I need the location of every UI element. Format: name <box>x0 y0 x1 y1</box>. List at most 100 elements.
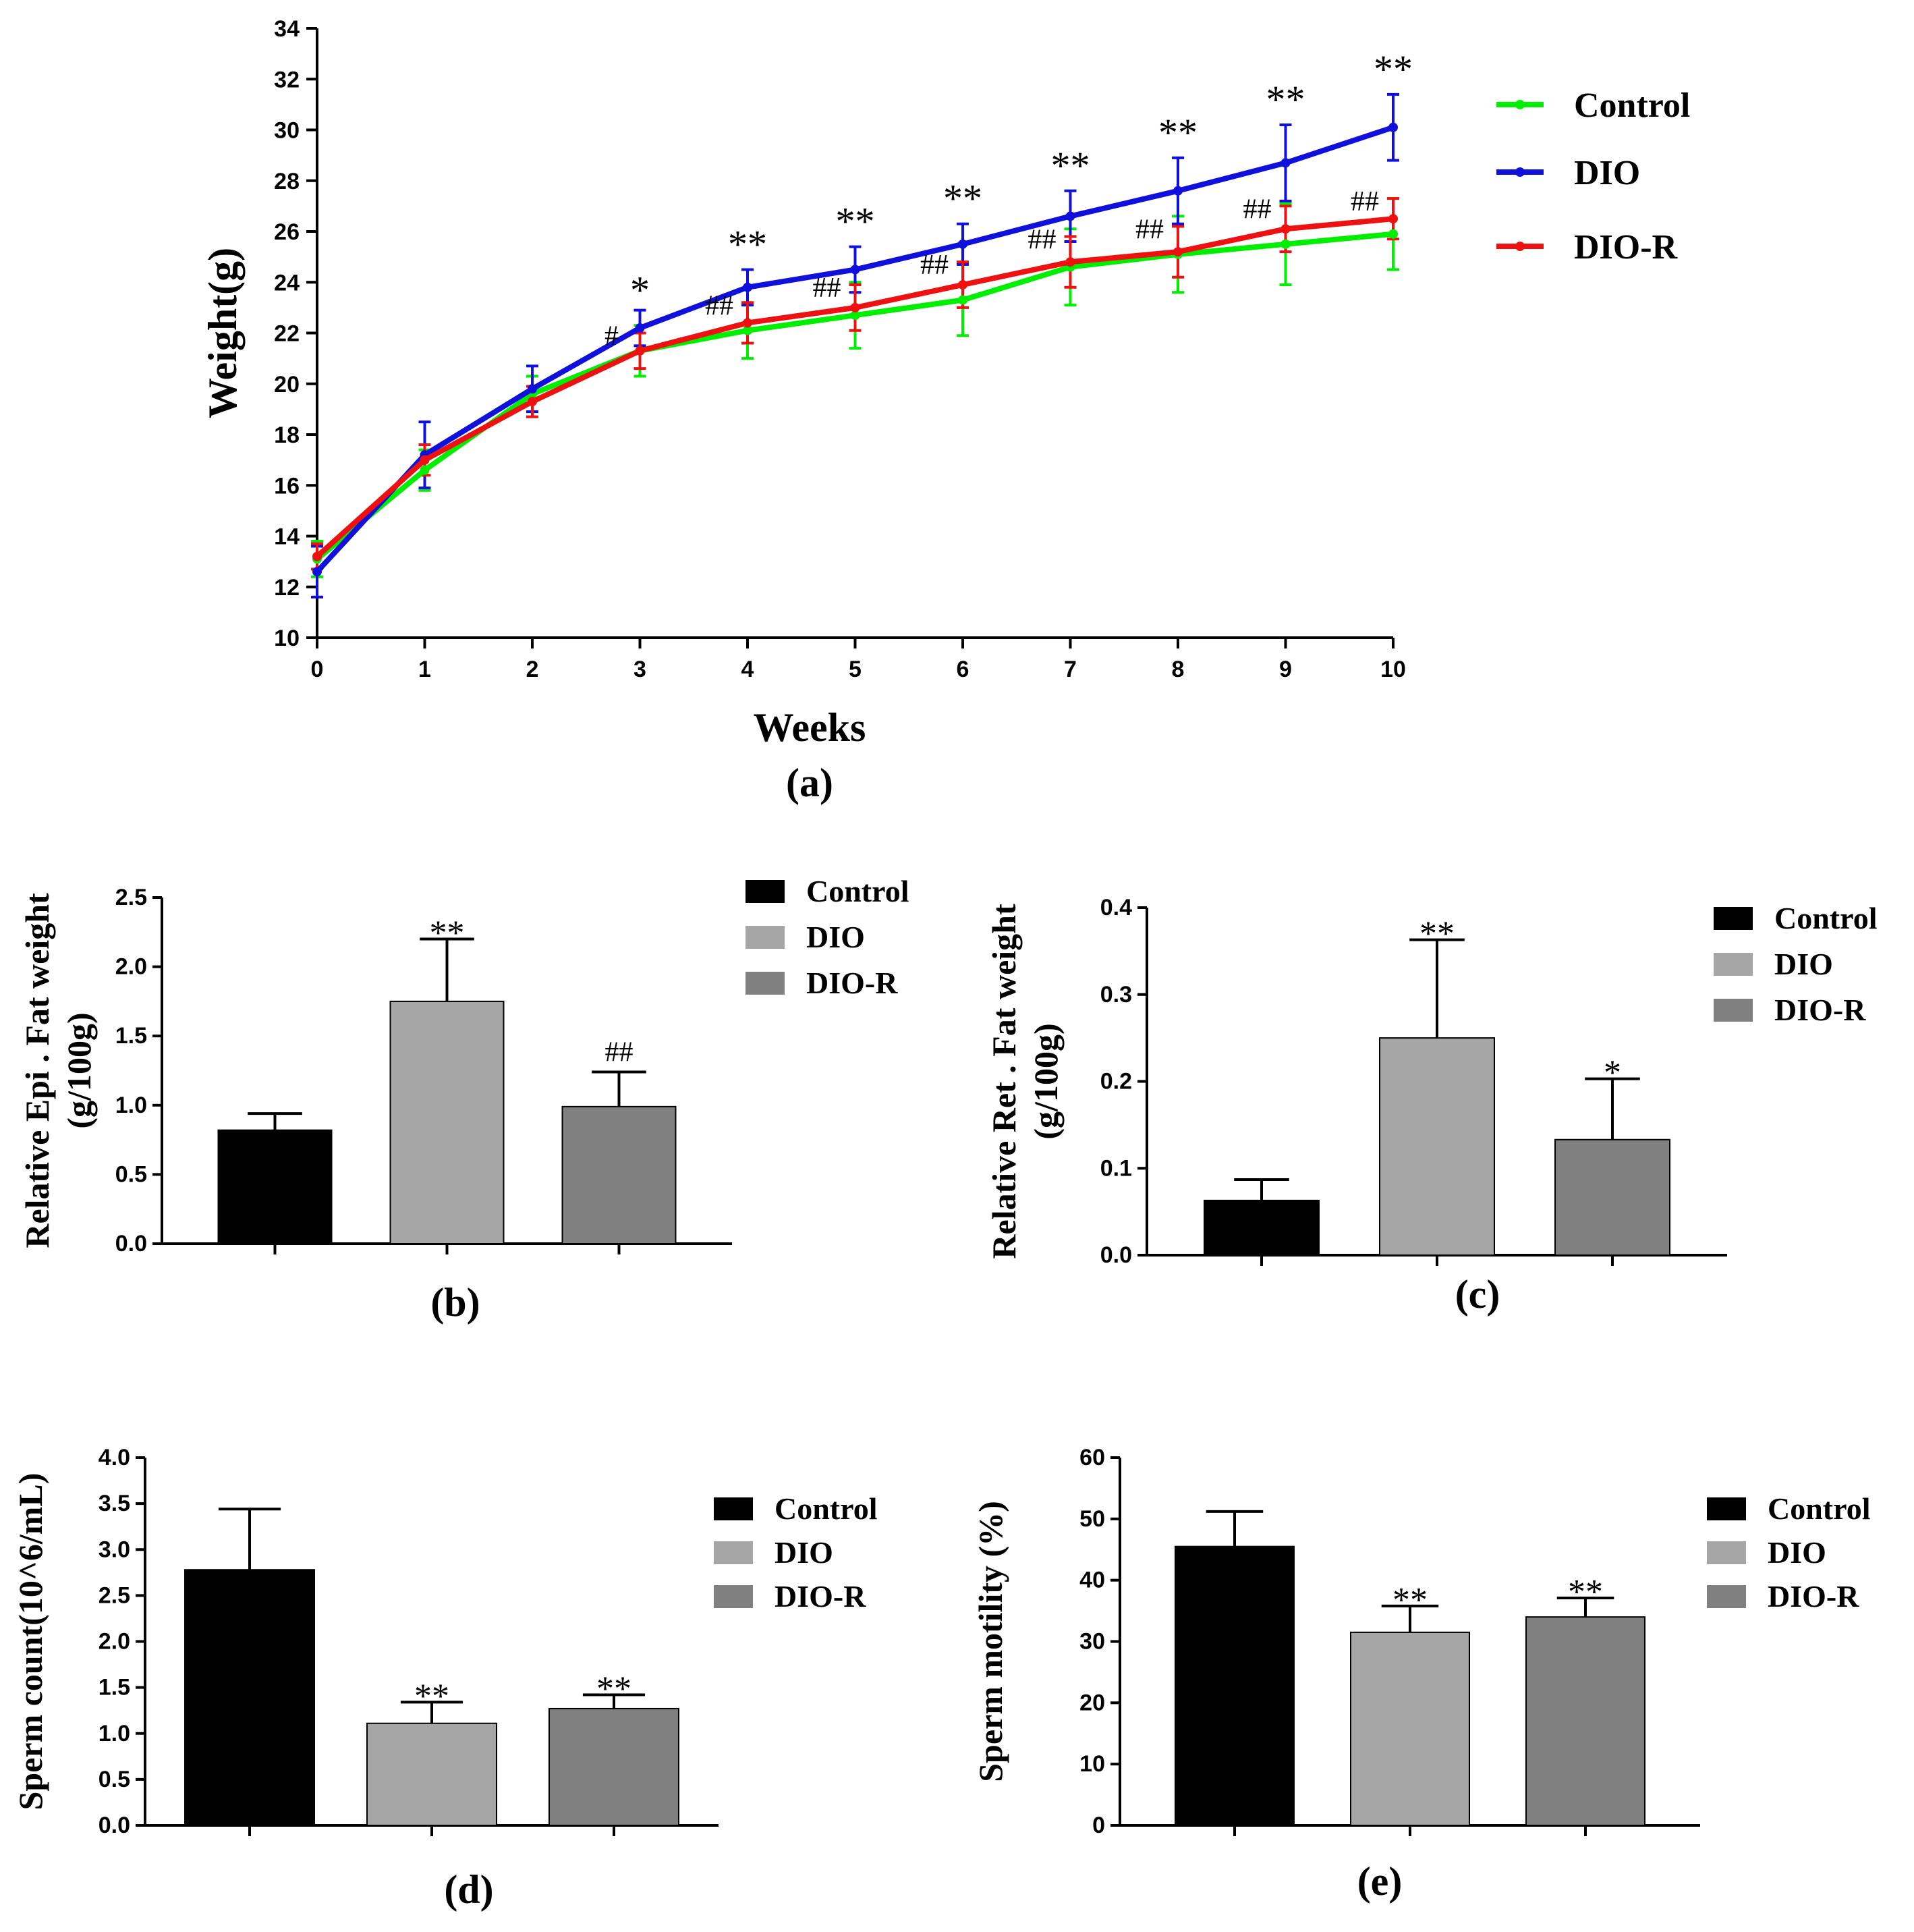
data-point <box>958 295 967 305</box>
y-tick-label: 2.0 <box>115 954 147 980</box>
y-tick-label: 0 <box>1092 1813 1105 1838</box>
y-axis-title: Relative Ret . Fat weight <box>985 904 1023 1259</box>
x-tick-label: 7 <box>1064 657 1077 682</box>
bar-dio <box>1379 1037 1495 1256</box>
significance-hash: ## <box>1243 194 1272 225</box>
legend-label-dio: DIO <box>1574 154 1640 192</box>
data-point <box>1388 229 1398 239</box>
significance-star: ** <box>1051 144 1090 188</box>
significance-star: ** <box>1568 1573 1603 1611</box>
legend-label-dio-r: DIO-R <box>1774 993 1866 1027</box>
panel-label: (a) <box>786 761 833 805</box>
y-tick-label: 0.1 <box>1100 1155 1132 1181</box>
data-point <box>958 280 967 290</box>
legend-swatch-control <box>745 880 785 903</box>
y-tick-label: 60 <box>1079 1445 1105 1470</box>
legend-swatch-dio-r <box>745 972 785 995</box>
bar-control <box>1175 1545 1295 1826</box>
significance-hash: ## <box>920 250 949 281</box>
significance-star: ** <box>728 222 767 266</box>
x-tick-label: 0 <box>311 657 324 682</box>
x-tick-label: 1 <box>418 657 431 682</box>
data-point <box>528 384 537 394</box>
y-tick-label: 34 <box>274 16 300 42</box>
y-tick-label: 0.0 <box>1100 1242 1132 1268</box>
significance-hash: ## <box>1351 186 1379 217</box>
data-point <box>850 302 860 312</box>
x-tick-label: 6 <box>957 657 969 682</box>
significance-star: ** <box>414 1677 449 1715</box>
significance-star: ** <box>836 200 875 244</box>
y-tick-label: 3.5 <box>98 1491 130 1516</box>
y-axis-title-unit: (g/100g) <box>60 1012 98 1128</box>
y-tick-label: 1.5 <box>115 1023 147 1049</box>
y-tick-label: 20 <box>1079 1690 1105 1715</box>
bar-control <box>184 1569 315 1827</box>
y-tick-label: 18 <box>274 422 300 448</box>
significance-star: ** <box>943 177 982 221</box>
y-tick-label: 12 <box>274 575 300 601</box>
y-tick-label: 28 <box>274 169 300 194</box>
x-tick-label: 8 <box>1172 657 1185 682</box>
y-tick-label: 2.5 <box>115 885 147 910</box>
panel-e-sperm-motility-bar-chart: 0 10 20 30 40 50 60 ** ** Sperm motility (%) (e) Co… <box>972 1445 1871 1904</box>
significance-hash: ## <box>1135 214 1164 245</box>
bar-dio <box>366 1722 497 1826</box>
y-tick-label: 0.5 <box>115 1161 147 1187</box>
data-point <box>420 455 430 465</box>
data-point <box>1280 158 1291 168</box>
significance-hash: ## <box>1028 225 1057 256</box>
y-tick-label: 0.2 <box>1100 1069 1132 1095</box>
data-point <box>743 325 752 335</box>
data-point <box>1280 224 1291 234</box>
significance-hash: ## <box>605 1037 634 1068</box>
bar-dio-r <box>548 1707 679 1826</box>
y-tick-label: 14 <box>274 524 300 550</box>
legend-label-control: Control <box>1768 1491 1871 1526</box>
data-point <box>850 265 860 275</box>
data-point <box>1173 247 1183 257</box>
bar-dio-r <box>561 1105 677 1245</box>
y-tick-label: 50 <box>1079 1506 1105 1532</box>
y-tick-label: 26 <box>274 219 300 245</box>
significance-star: ** <box>1419 915 1455 954</box>
y-axis-title: Sperm motility (%) <box>972 1501 1009 1782</box>
y-tick-label: 20 <box>274 372 300 397</box>
y-tick-label: 2.0 <box>98 1629 130 1655</box>
significance-star: ** <box>1266 78 1305 121</box>
data-point <box>958 239 967 249</box>
x-tick-label: 3 <box>634 657 646 682</box>
y-tick-label: 1.5 <box>98 1675 130 1701</box>
data-point <box>743 318 752 328</box>
legend-swatch-dio <box>1714 953 1753 976</box>
panel-label: (d) <box>444 1867 493 1912</box>
data-point <box>743 282 752 292</box>
legend-label-control: Control <box>1574 86 1690 125</box>
panel-b-epi-fat-bar-chart: 0.0 0.5 1.0 1.5 2.0 2.5 ** ## Relative Epi . Fat… <box>18 874 909 1325</box>
data-point <box>1065 257 1075 267</box>
significance-hash: # <box>604 321 619 352</box>
legend-label-control: Control <box>1774 901 1878 935</box>
y-tick-label: 30 <box>274 118 300 144</box>
bar-control <box>217 1129 333 1244</box>
legend-swatch-dio-r <box>714 1585 753 1608</box>
y-tick-label: 10 <box>274 626 300 651</box>
y-tick-label: 10 <box>1079 1751 1105 1777</box>
legend-swatch-control <box>1707 1497 1746 1520</box>
panel-d-sperm-count-bar-chart: 0.0 0.5 1.0 1.5 2.0 2.5 3.0 3.5 4.0 ** ** Sperm cou… <box>11 1445 878 1912</box>
y-tick-label: 22 <box>274 321 300 347</box>
y-tick-label: 0.5 <box>98 1767 130 1792</box>
bar-dio <box>1350 1631 1470 1826</box>
x-tick-label: 4 <box>741 657 754 682</box>
y-tick-label: 0.0 <box>115 1231 147 1257</box>
significance-star: * <box>630 269 650 312</box>
legend-swatch-dio-r <box>1707 1585 1746 1608</box>
legend-swatch-dio <box>745 926 785 949</box>
y-tick-label: 0.0 <box>98 1813 130 1838</box>
data-point <box>312 551 322 561</box>
legend-marker <box>1515 100 1525 109</box>
y-tick-label: 0.3 <box>1100 982 1132 1008</box>
y-tick-label: 4.0 <box>98 1445 130 1470</box>
